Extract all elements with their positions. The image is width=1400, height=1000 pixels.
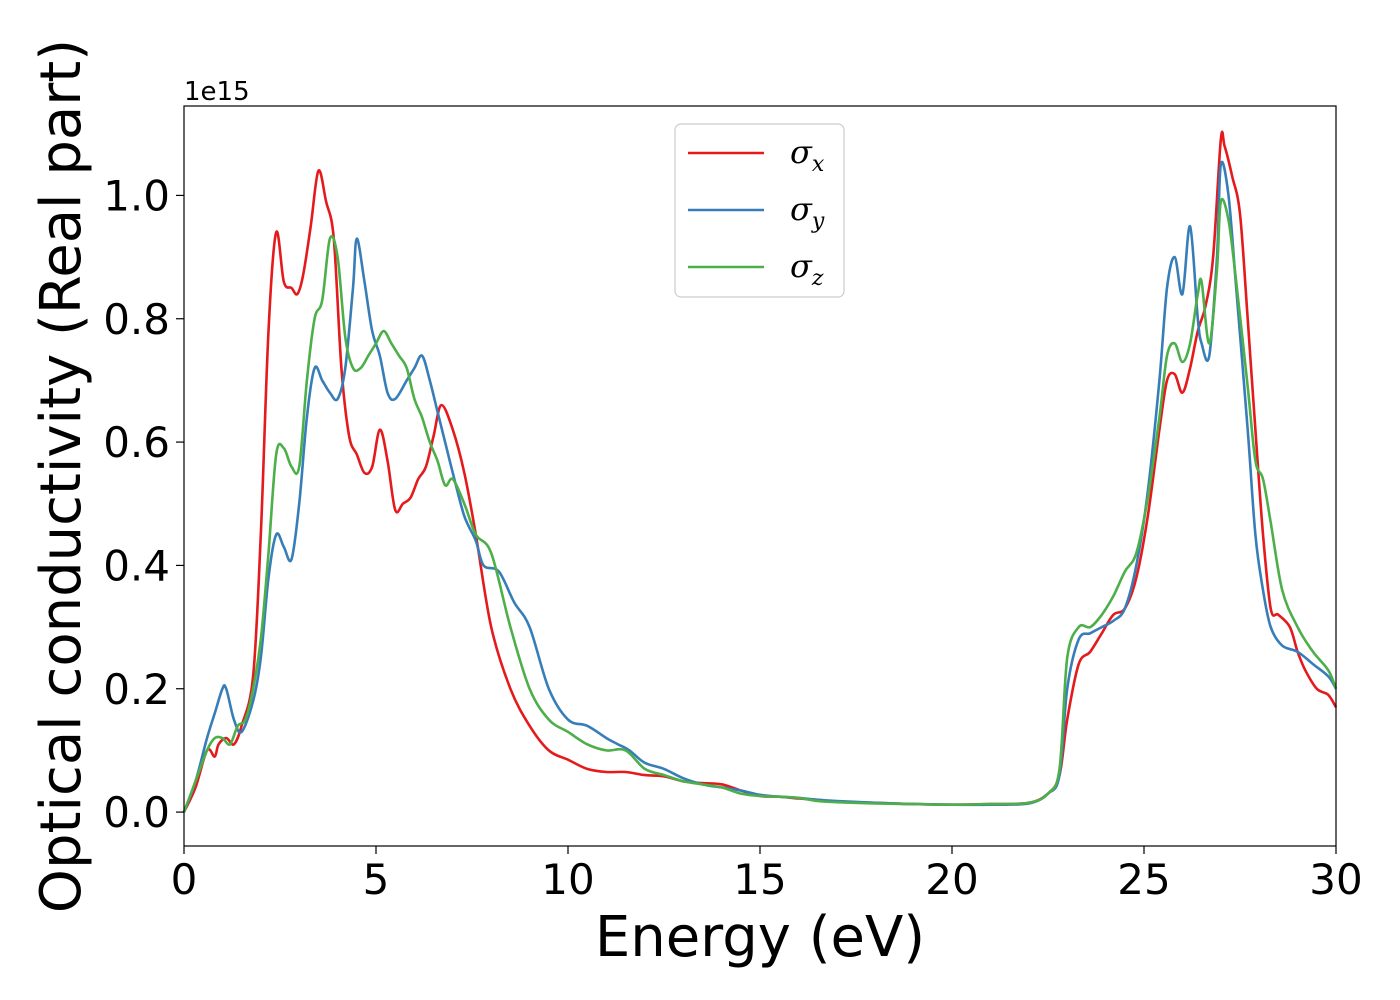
y-offset-label: 1e15: [184, 77, 250, 107]
x-tick-label: 30: [1309, 855, 1362, 904]
x-tick-label: 5: [363, 855, 390, 904]
x-axis-title: Energy (eV): [595, 905, 925, 970]
x-tick-label: 0: [171, 855, 198, 904]
y-tick-label: 0.8: [103, 295, 170, 344]
y-tick-label: 0.4: [103, 541, 170, 590]
y-tick-label: 0.6: [103, 418, 170, 467]
x-tick-label: 25: [1117, 855, 1170, 904]
x-tick-label: 10: [541, 855, 594, 904]
series-line-y: [182, 160, 1338, 813]
y-tick-label: 1.0: [103, 171, 170, 220]
y-axis-title: Optical conductivity (Real part): [29, 39, 94, 913]
x-tick-label: 20: [925, 855, 978, 904]
y-axis: 0.0 0.2 0.4 0.6 0.8 1.0: [103, 171, 184, 837]
y-tick-label: 0.0: [103, 788, 170, 837]
series-line-z: [182, 197, 1338, 813]
x-axis: 0 5 10 15 20 25 30: [171, 846, 1363, 904]
plot-lines: [182, 130, 1338, 813]
y-tick-label: 0.2: [103, 665, 170, 714]
x-tick-label: 15: [733, 855, 786, 904]
